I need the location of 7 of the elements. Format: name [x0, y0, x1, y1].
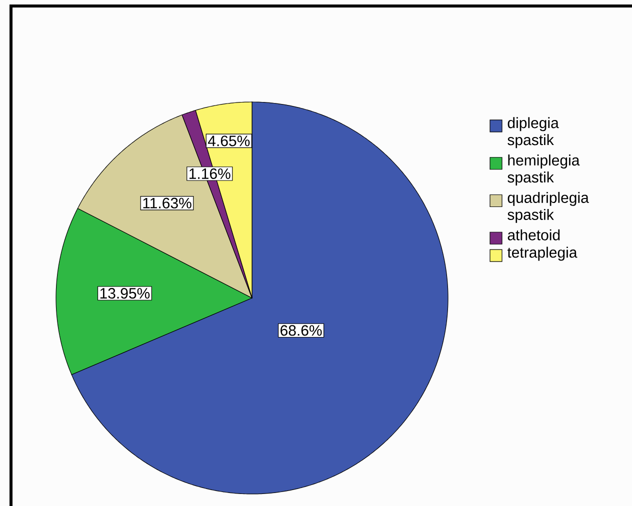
legend-label: athetoid	[508, 229, 560, 240]
legend-label: tetraplegia	[507, 246, 578, 261]
data-label: 68.6%	[280, 325, 322, 336]
data-label: 13.95%	[100, 288, 150, 299]
data-label: 1.16%	[190, 168, 230, 179]
data-label: 11.63%	[143, 198, 192, 208]
data-label: 4.65%	[208, 136, 250, 146]
